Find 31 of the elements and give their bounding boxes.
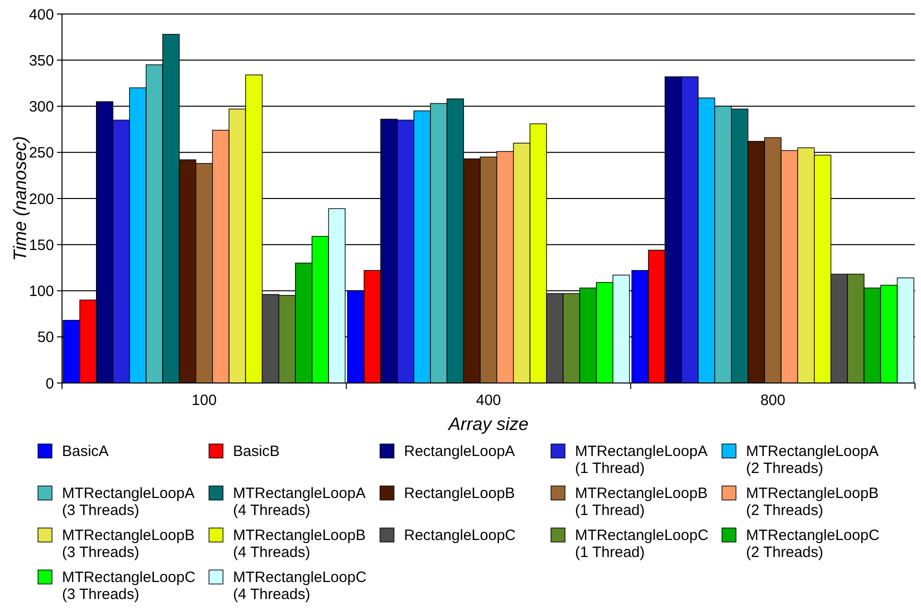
legend-label: MTRectangleLoopB (1 Thread)	[575, 485, 708, 519]
legend-label: MTRectangleLoopB (2 Threads)	[746, 485, 879, 519]
x-tick-label: 800	[760, 392, 786, 409]
y-tick-label: 100	[28, 283, 54, 300]
legend-label: BasicA	[62, 443, 109, 460]
y-tick-label: 400	[28, 6, 54, 24]
legend-label: BasicB	[233, 443, 280, 460]
legend-label: MTRectangleLoopB (3 Threads)	[62, 527, 195, 561]
legend-label: RectangleLoopA	[404, 443, 515, 460]
y-tick-label: 350	[28, 52, 54, 70]
y-tick-label: 150	[28, 236, 54, 254]
x-axis-title: Array size	[447, 414, 529, 434]
legend-label: MTRectangleLoopA (4 Threads)	[233, 485, 366, 519]
y-tick-label: 250	[28, 144, 54, 162]
legend-label: MTRectangleLoopC (3 Threads)	[62, 569, 196, 603]
legend-label: RectangleLoopC	[404, 527, 516, 544]
legend-label: RectangleLoopB	[404, 485, 515, 502]
y-axis-title: Time (nanosec)	[10, 136, 30, 261]
y-tick-label: 300	[28, 98, 54, 116]
y-tick-label: 200	[28, 190, 54, 208]
y-tick-label: 50	[37, 329, 54, 346]
legend-label: MTRectangleLoopC (2 Threads)	[746, 527, 880, 561]
legend-label: MTRectangleLoopC (4 Threads)	[233, 569, 367, 603]
legend-label: MTRectangleLoopA (2 Threads)	[746, 443, 879, 477]
y-tick-label: 0	[46, 375, 54, 392]
legend-label: MTRectangleLoopA (3 Threads)	[62, 485, 195, 519]
legend-label: MTRectangleLoopA (1 Thread)	[575, 443, 708, 477]
legend-label: MTRectangleLoopC (1 Thread)	[575, 527, 709, 561]
x-tick-label: 100	[192, 392, 217, 409]
legend-label: MTRectangleLoopB (4 Threads)	[233, 527, 366, 561]
x-tick-label: 400	[476, 392, 502, 409]
